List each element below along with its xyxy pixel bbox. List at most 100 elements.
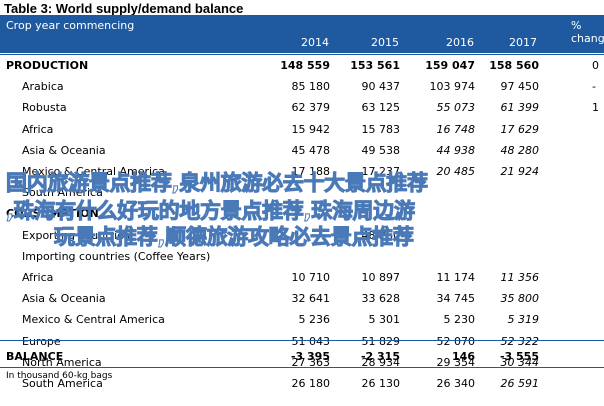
row-value: 17 629 (500, 122, 540, 136)
row-label: Asia & Oceania (22, 292, 106, 306)
table-row: Exporting countries 48 260 (0, 225, 604, 246)
row-label: Asia & Oceania (22, 143, 106, 157)
row-value: 17 237 (361, 165, 401, 178)
header-year: 2016 (446, 36, 474, 49)
table-title: Table 3: World supply/demand balance (4, 1, 244, 16)
row-value: 5 230 (443, 313, 476, 327)
row-value: 61 399 (500, 101, 540, 115)
table-row: Mexico & Central America 5 236 5 301 5 230 5… (0, 309, 604, 330)
row-value: 26 130 (361, 377, 401, 390)
row-value: 26 340 (436, 377, 476, 390)
table-row: North America 27 363 28 934 29 354 30 344 (0, 352, 604, 373)
row-percent-change: 1 (592, 101, 599, 115)
row-label: Mexico & Central America (22, 313, 165, 327)
row-label: North America (22, 355, 102, 369)
row-percent-change: 0 (592, 59, 599, 72)
row-value: 26 180 (291, 377, 331, 390)
row-value: 5 319 (507, 313, 540, 327)
balance-divider (0, 340, 604, 341)
row-value: 51 829 (361, 334, 401, 348)
table-row: PRODUCTION 148 559 153 561 159 047 158 560 0 (0, 55, 604, 76)
row-value: 15 942 (291, 122, 331, 136)
row-label: South America (22, 186, 103, 200)
table-row: South America 26 180 26 130 26 340 26 591 (0, 373, 604, 394)
table-row: Importing countries (Coffee Years) (0, 246, 604, 267)
header-divider (0, 54, 604, 55)
header-percent-change: % change (571, 19, 604, 45)
row-label: Importing countries (Coffee Years) (22, 249, 211, 263)
row-value: 17 188 (291, 165, 331, 178)
row-value: 10 710 (291, 271, 331, 284)
row-label: Arabica (22, 80, 64, 94)
table-header: Crop year commencing % change 2014 2015 … (0, 15, 604, 53)
footer-divider (0, 367, 604, 368)
table-row: Europe 51 043 51 829 52 070 52 322 (0, 331, 604, 352)
row-value: 29 354 (436, 355, 476, 369)
row-value: 158 560 (489, 59, 539, 72)
balance-value: 146 (452, 350, 475, 363)
row-label: Africa (22, 122, 54, 136)
row-value: 5 301 (368, 313, 401, 327)
row-value: 90 437 (361, 80, 401, 94)
row-value: 103 974 (429, 80, 476, 94)
row-value: 27 363 (291, 355, 331, 369)
balance-value: -2 315 (360, 350, 400, 363)
row-value: 15 783 (361, 122, 401, 136)
table-row: CONSUMPTION (0, 203, 604, 224)
balance-row: BALANCE -3 395 -2 315 146 -3 555 (0, 346, 604, 367)
balance-value: -3 555 (499, 350, 539, 363)
row-value: 85 180 (291, 80, 331, 94)
table-row: Robusta 62 379 63 125 55 073 61 399 1 (0, 97, 604, 118)
row-value: 16 748 (436, 122, 476, 136)
balance-value: -3 395 (290, 350, 330, 363)
row-label: Mexico & Central America (22, 165, 165, 178)
row-label: Exporting countries (22, 228, 130, 242)
row-value: 32 641 (291, 292, 331, 306)
overlay-text-line-3: 玩景点推荐,顺德旅游攻略必去景点推荐 (54, 225, 415, 250)
row-value: 153 561 (350, 59, 400, 72)
row-value: 48 280 (500, 143, 540, 157)
balance-label: BALANCE (6, 350, 64, 363)
footnote: In thousand 60-kg bags (6, 371, 113, 381)
row-value: 52 322 (500, 334, 540, 348)
row-value: 44 938 (436, 143, 476, 157)
header-year: 2017 (509, 36, 537, 49)
row-value: 35 800 (500, 292, 540, 306)
row-label: Robusta (22, 101, 67, 115)
row-value: 51 043 (291, 334, 331, 348)
row-value: 28 934 (361, 355, 401, 369)
row-label: CONSUMPTION (6, 207, 99, 221)
row-value: 33 628 (361, 292, 401, 306)
row-value: 63 125 (361, 101, 401, 115)
row-value: 148 559 (280, 59, 330, 72)
row-label: Africa (22, 271, 54, 284)
row-label: Europe (22, 334, 61, 348)
header-year: 2015 (371, 36, 399, 49)
table-row: Mexico & Central America 17 188 17 237 20 4… (0, 161, 604, 182)
row-value: 55 073 (436, 101, 476, 115)
row-value: 45 478 (291, 143, 331, 157)
table-row: Africa 10 710 10 897 11 174 11 356 (0, 267, 604, 288)
overlay-text-line-1: 国内旅游景点推荐,泉州旅游必去十大景点推荐 (6, 171, 429, 196)
row-value: 62 379 (291, 101, 331, 115)
row-value: 34 745 (436, 292, 476, 306)
row-value: 20 485 (436, 165, 476, 178)
row-value: 52 070 (436, 334, 476, 348)
row-value: 11 174 (436, 271, 476, 284)
overlay-text-line-2: ,珠海有什么好玩的地方景点推荐,珠海周边游 (6, 199, 416, 224)
row-value: 5 236 (298, 313, 331, 327)
row-value: 159 047 (425, 59, 475, 72)
header-label: Crop year commencing (6, 19, 135, 32)
row-label: PRODUCTION (6, 59, 89, 72)
row-value: 49 538 (361, 143, 401, 157)
row-value: 21 924 (500, 165, 540, 178)
row-label: South America (22, 377, 103, 390)
row-percent-change: - (592, 80, 596, 94)
table-row: Asia & Oceania 45 478 49 538 44 938 48 280 (0, 140, 604, 161)
table-row: Arabica 85 180 90 437 103 974 97 450 - (0, 76, 604, 97)
table-row: Africa 15 942 15 783 16 748 17 629 (0, 119, 604, 140)
header-year: 2014 (301, 36, 329, 49)
row-value: 10 897 (361, 271, 401, 284)
row-value: 11 356 (500, 271, 540, 284)
table-row: Asia & Oceania 32 641 33 628 34 745 35 800 (0, 288, 604, 309)
